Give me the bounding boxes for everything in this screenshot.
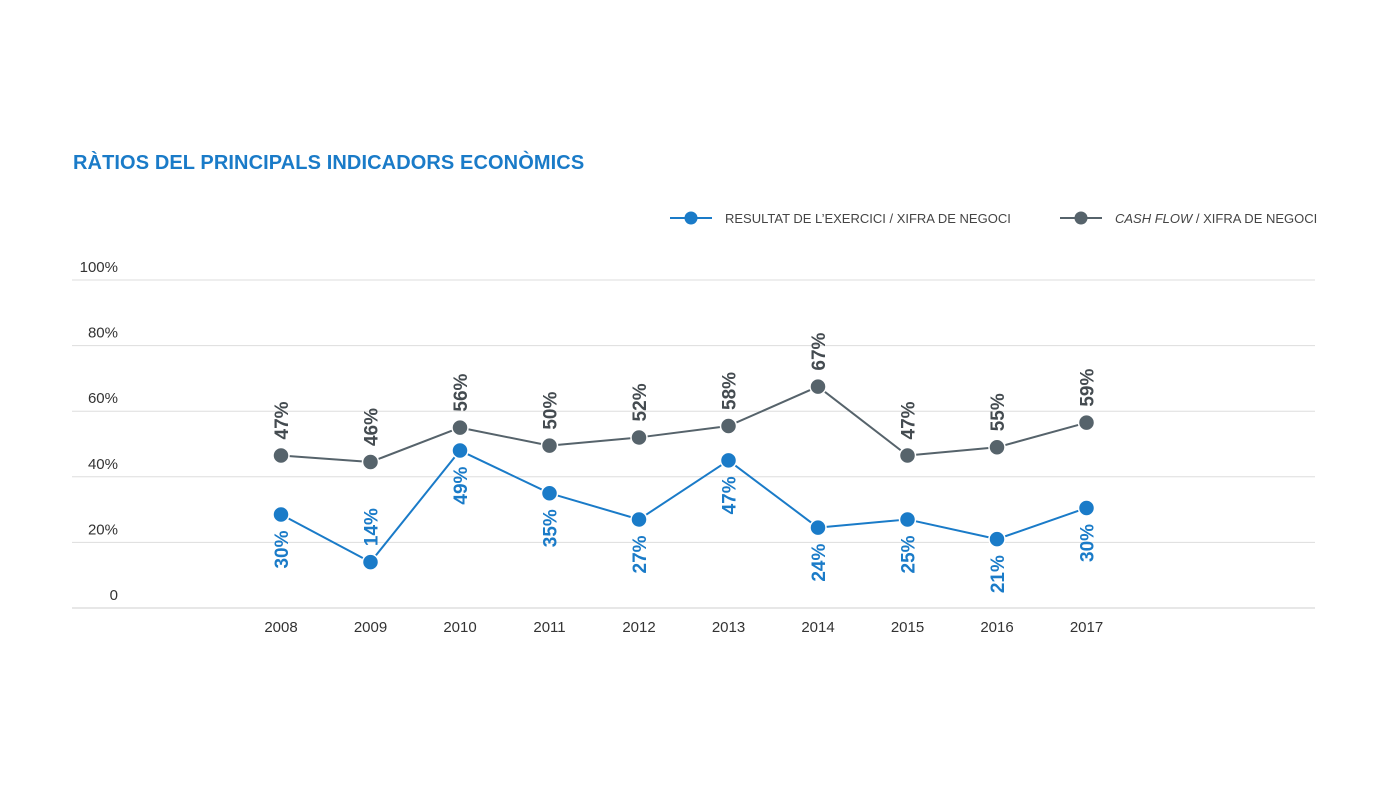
data-label: 56% — [451, 373, 472, 411]
series-line — [280, 449, 1087, 564]
grid — [72, 279, 1315, 609]
legend-item-1: RESULTAT DE L’EXERCICI / XIFRA DE NEGOCI — [670, 211, 1011, 226]
series-layer: 30% 14% 49% 35% 27% 47% 24% 25% 21% 30% 47% 46% 56% 5… — [272, 332, 1099, 593]
x-tick-label: 2008 — [264, 619, 297, 636]
data-label: 27% — [630, 535, 651, 573]
data-label: 59% — [1078, 369, 1099, 407]
data-label: 52% — [630, 383, 651, 421]
y-tick-label: 100% — [80, 259, 118, 276]
x-tick-label: 2015 — [891, 619, 924, 636]
data-point — [451, 418, 469, 437]
data-point — [898, 446, 917, 465]
data-point — [988, 530, 1006, 548]
legend-label-italic: CASH FLOW — [1115, 211, 1194, 226]
data-label: 47% — [720, 476, 741, 514]
data-point — [809, 518, 827, 537]
data-label: 49% — [451, 466, 472, 504]
data-point — [988, 438, 1006, 457]
data-label: 47% — [272, 401, 293, 439]
x-tick-label: 2009 — [354, 619, 387, 636]
x-tick-label: 2012 — [622, 619, 655, 636]
data-point — [719, 417, 738, 435]
x-tick-label: 2011 — [533, 619, 565, 636]
data-label: 30% — [1078, 524, 1099, 562]
data-point — [1077, 499, 1096, 517]
data-point — [540, 484, 559, 502]
data-label: 21% — [988, 555, 1009, 593]
series-1: 30% 14% 49% 35% 27% 47% 24% 25% 21% 30% — [272, 441, 1099, 593]
legend: RESULTAT DE L’EXERCICI / XIFRA DE NEGOCI… — [670, 211, 1317, 226]
y-tick-label: 0 — [110, 587, 118, 604]
data-point — [272, 505, 290, 524]
legend-marker — [1074, 211, 1088, 225]
data-label: 50% — [541, 392, 562, 430]
legend-marker — [684, 211, 698, 225]
data-point — [361, 453, 380, 471]
legend-label: RESULTAT DE L’EXERCICI / XIFRA DE NEGOCI — [725, 211, 1011, 226]
data-point — [361, 553, 380, 571]
legend-label-suffix: RESULTAT DE L’EXERCICI / XIFRA DE NEGOCI — [725, 211, 1011, 226]
legend-item-2: CASH FLOW / XIFRA DE NEGOCI — [1060, 211, 1317, 226]
y-axis: 0 20% 40% 60% 80% 100% — [80, 259, 118, 604]
x-tick-label: 2013 — [712, 619, 745, 636]
data-label: 35% — [541, 509, 562, 547]
data-point — [719, 451, 738, 470]
data-label: 58% — [720, 372, 741, 410]
data-point — [451, 441, 469, 460]
data-label: 47% — [899, 401, 920, 439]
x-tick-label: 2017 — [1070, 619, 1103, 636]
x-axis: 2008 2009 2010 2011 2012 2013 2014 2015 2016 2017 — [264, 619, 1103, 636]
data-label: 30% — [272, 530, 293, 568]
legend-label: CASH FLOW / XIFRA DE NEGOCI — [1115, 211, 1317, 226]
data-point — [898, 510, 917, 529]
data-label: 25% — [899, 535, 920, 573]
x-tick-label: 2014 — [801, 619, 834, 636]
series-line — [280, 385, 1087, 464]
data-point — [1077, 413, 1096, 432]
data-label: 14% — [362, 508, 383, 546]
data-label: 55% — [988, 393, 1009, 431]
data-point — [540, 436, 559, 455]
y-tick-label: 40% — [88, 456, 118, 473]
y-tick-label: 20% — [88, 521, 118, 538]
data-label: 24% — [809, 544, 830, 582]
x-tick-label: 2010 — [443, 619, 476, 636]
data-point — [272, 446, 290, 465]
data-label: 46% — [362, 408, 383, 446]
data-point — [630, 510, 648, 529]
y-tick-label: 60% — [88, 390, 118, 407]
series-2: 47% 46% 56% 50% 52% 58% 67% 47% 55% 59% — [272, 332, 1099, 471]
data-label: 67% — [809, 332, 830, 370]
legend-label-suffix: / XIFRA DE NEGOCI — [1192, 211, 1317, 226]
chart-title: RÀTIOS DEL PRINCIPALS INDICADORS ECONÒMI… — [73, 152, 585, 174]
y-tick-label: 80% — [88, 325, 118, 342]
x-tick-label: 2016 — [980, 619, 1013, 636]
data-point — [630, 428, 648, 447]
data-point — [809, 377, 827, 396]
